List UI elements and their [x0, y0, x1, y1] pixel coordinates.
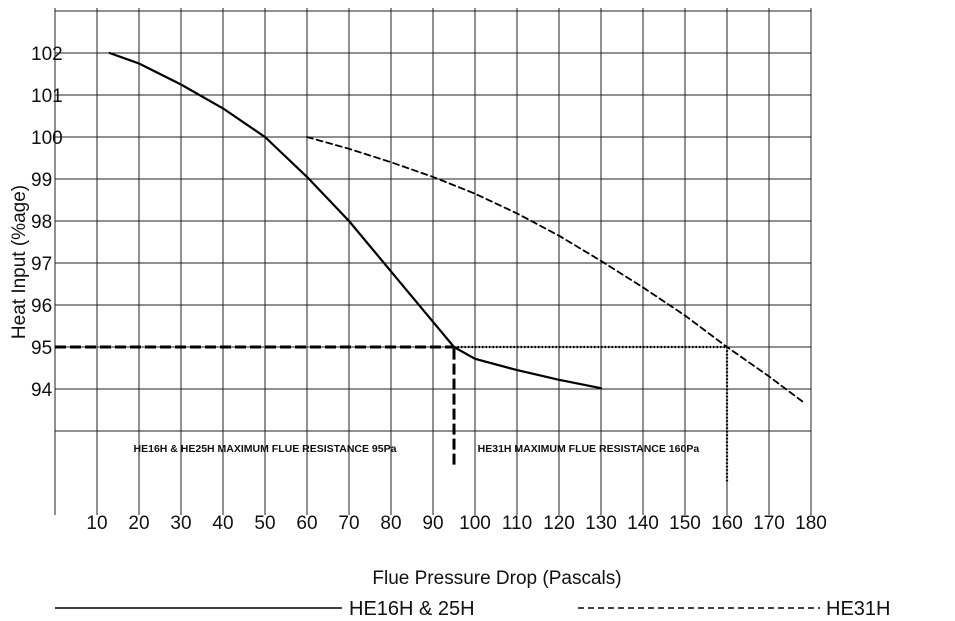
x-tick-label: 10 — [86, 513, 107, 534]
x-tick-label: 90 — [422, 513, 443, 534]
reference-lines — [55, 345, 729, 482]
series-line-he31h — [306, 136, 804, 403]
x-tick-label: 100 — [459, 513, 491, 534]
x-tick-label: 50 — [254, 513, 275, 534]
x-tick-label: 110 — [502, 513, 532, 534]
y-tick-label: 96 — [31, 296, 52, 317]
x-tick-label: 150 — [669, 513, 701, 534]
x-tick-label: 80 — [380, 513, 401, 534]
grid — [54, 8, 812, 515]
series-line-he16h-25h — [108, 51, 603, 390]
x-tick-label: 180 — [795, 513, 827, 534]
x-tick-label: 20 — [128, 513, 149, 534]
x-tick-label: 60 — [296, 513, 317, 534]
legend-label-he31h: HE31H — [826, 598, 890, 620]
y-axis-label: Heat Input (%age) — [9, 185, 30, 339]
annotation-label: HE16H & HE25H MAXIMUM FLUE RESISTANCE 95… — [134, 443, 397, 455]
legend: HE16H & 25H HE31H — [55, 598, 890, 620]
y-tick-label: 100 — [31, 128, 63, 149]
x-tick-label: 140 — [627, 513, 659, 534]
y-tick-label: 94 — [31, 380, 53, 401]
x-tick-label: 70 — [338, 513, 359, 534]
x-tick-label: 40 — [212, 513, 233, 534]
annotation-label: HE31H MAXIMUM FLUE RESISTANCE 160Pa — [478, 443, 700, 455]
legend-label-he16h: HE16H & 25H — [349, 598, 475, 620]
y-tick-label: 97 — [31, 254, 52, 275]
y-tick-label: 99 — [31, 170, 52, 191]
y-tick-label: 98 — [31, 212, 52, 233]
x-axis-label: Flue Pressure Drop (Pascals) — [372, 568, 621, 589]
y-tick-labels: 94 95 96 97 98 99 100 101 102 — [31, 44, 63, 401]
x-tick-label: 130 — [585, 513, 617, 534]
series-lines — [108, 51, 804, 403]
x-tick-label: 170 — [753, 513, 785, 534]
annotations: HE16H & HE25H MAXIMUM FLUE RESISTANCE 95… — [134, 443, 700, 455]
y-tick-label: 95 — [31, 338, 52, 359]
y-tick-label: 102 — [31, 44, 63, 65]
x-tick-label: 30 — [170, 513, 191, 534]
x-tick-label: 120 — [543, 513, 575, 534]
x-tick-labels: 10 20 30 40 50 60 70 80 90 100 110 120 130 140 150 160 1… — [86, 513, 826, 534]
x-tick-label: 160 — [711, 513, 743, 534]
y-tick-label: 101 — [31, 86, 63, 107]
